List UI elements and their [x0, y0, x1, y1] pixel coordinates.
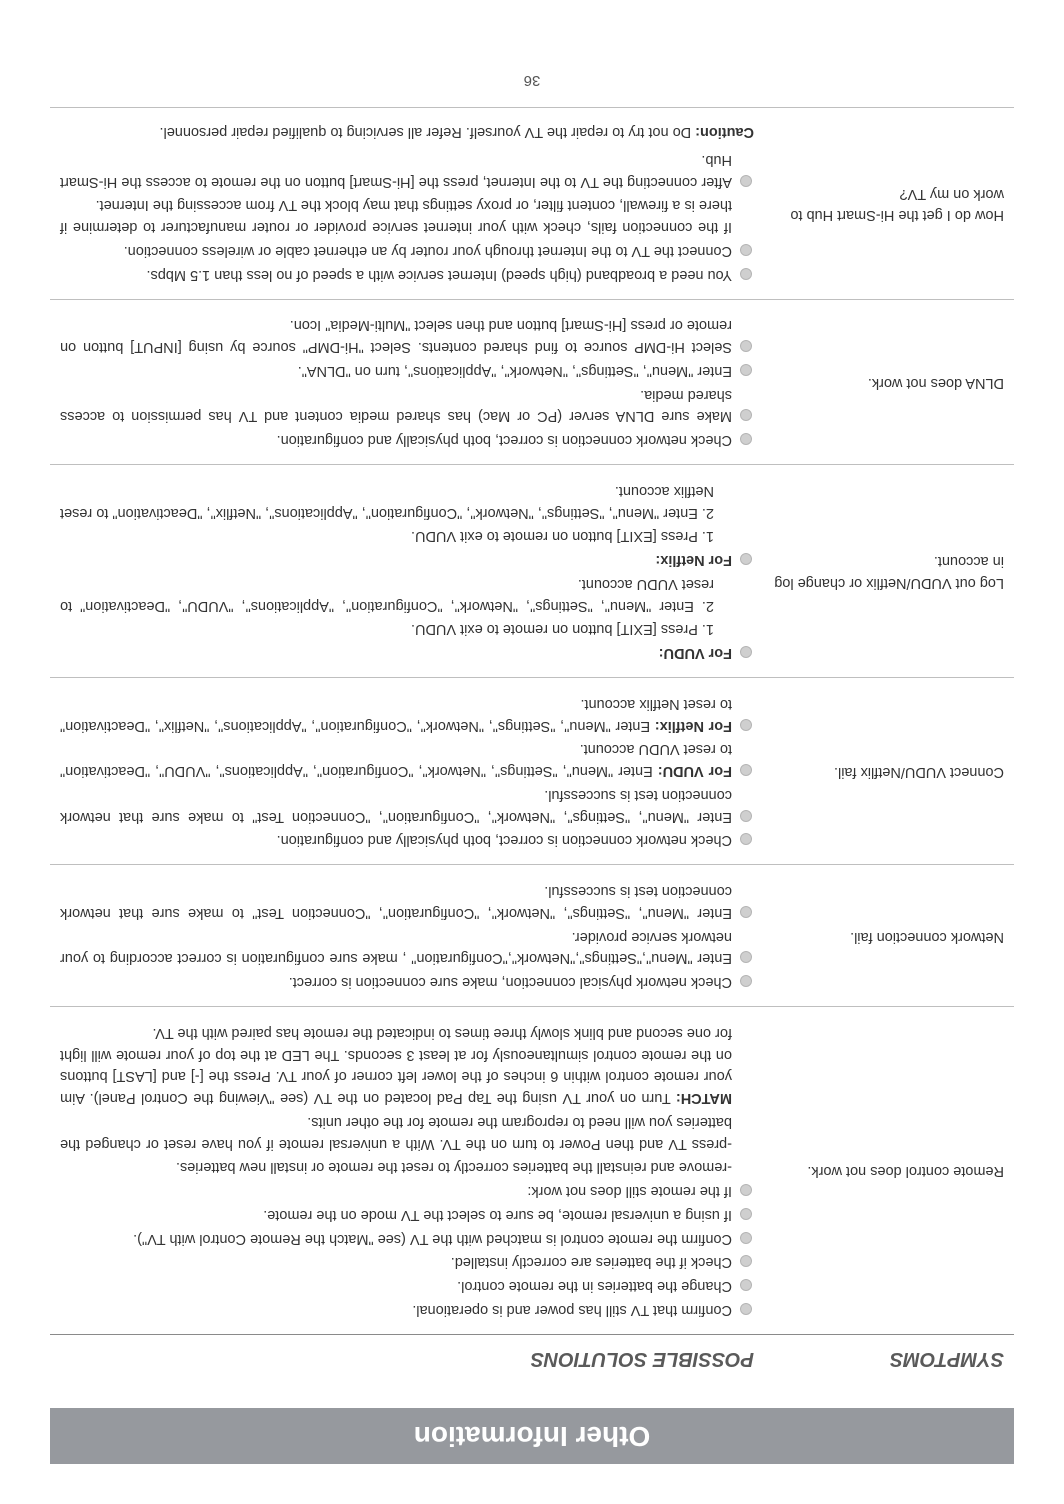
symptom-cell: DLNA does not work. [764, 299, 1014, 465]
symptom-cell: Remote control does not work. [764, 1007, 1014, 1335]
list-item: Enter "Menu", "Settings", "Network", "Co… [60, 880, 754, 924]
symptom-cell: Connect VUDU/Netflix fail. [764, 678, 1014, 865]
num-item: 2. Enter "Menu", "Settings", "Network", … [60, 572, 714, 616]
page-container: Other Information SYMPTOMS POSSIBLE SOLU… [0, 43, 1064, 1504]
caution-label: Caution: [695, 124, 754, 140]
solution-cell: Check network connection is correct, bot… [50, 299, 764, 465]
solution-cell: You need a broadband (high speed) Intern… [50, 108, 764, 299]
for-netflix-label: For Netflix: [655, 552, 732, 568]
list-item: Check network connection is correct, bot… [60, 429, 754, 451]
list-item: If the remote still does not work: [60, 1180, 754, 1202]
text: Enter "Menu", "Settings", "Network", "Co… [60, 696, 732, 734]
sub-text: -press TV and then Power to turn on the … [60, 1110, 754, 1154]
symptom-cell: Log out VUDU/Netflix or change log in ac… [764, 465, 1014, 678]
header-solutions: POSSIBLE SOLUTIONS [50, 1335, 764, 1379]
page-number: 36 [50, 73, 1014, 90]
list-item: Enter "Menu","Settings","Network","Confi… [60, 925, 754, 969]
banner-title: Other Information [414, 1421, 650, 1452]
troubleshooting-table: SYMPTOMS POSSIBLE SOLUTIONS Remote contr… [50, 108, 1014, 1379]
list-item: After connecting the TV to the Internet,… [60, 148, 754, 192]
list-item: For Netflix: Enter "Menu", "Settings", "… [60, 692, 754, 736]
for-vudu-label: For VUDU: [658, 763, 732, 779]
list-item: For VUDU: Enter "Menu", "Settings", "Net… [60, 738, 754, 782]
list-item: Check if the batteries are correctly ins… [60, 1251, 754, 1273]
num-item: 1. Press [EXIT] button on remote to exit… [60, 525, 714, 547]
list-item: Confirm the remote control is matched wi… [60, 1227, 754, 1249]
sub-text: -remove and reinstall the batteries corr… [60, 1156, 754, 1178]
table-row: DLNA does not work. Check network connec… [50, 299, 1014, 465]
table-row: Remote control does not work. Confirm th… [50, 1007, 1014, 1335]
list-item: Enter "Menu", "Settings", "Network", "Ap… [60, 359, 754, 381]
list-item: For VUDU: [60, 642, 754, 664]
list-item: Connect the TV to the Internet through y… [60, 239, 754, 261]
list-item: You need a broadband (high speed) Intern… [60, 263, 754, 285]
table-row: How do I get the Hi-Smart Hub to work on… [50, 108, 1014, 299]
list-item: Check network physical connection, make … [60, 971, 754, 993]
num-item: 1. Press [EXIT] button on remote to exit… [60, 618, 714, 640]
list-item: For Netflix: [60, 549, 754, 571]
caution-text: Caution: Do not try to repair the TV you… [60, 121, 754, 143]
table-row: Network connection fail. Check network p… [50, 865, 1014, 1007]
list-item: Confirm that TV still has power and is o… [60, 1298, 754, 1320]
match-label: MATCH: [676, 1090, 732, 1106]
section-banner: Other Information [50, 1408, 1014, 1464]
num-item: 2. Enter "Menu", "Settings", "Network", … [60, 479, 714, 523]
list-item: Select Hi-DMP source to find shared cont… [60, 314, 754, 358]
sub-text: MATCH: Turn on your TV using the Tap Pad… [60, 1021, 754, 1108]
symptom-cell: How do I get the Hi-Smart Hub to work on… [764, 108, 1014, 299]
list-item: Make sure DLNA server (PC or Mac) has sh… [60, 383, 754, 427]
for-vudu-label: For VUDU: [659, 645, 732, 661]
table-row: Log out VUDU/Netflix or change log in ac… [50, 465, 1014, 678]
list-item: Enter "Menu", "Settings", "Network", "Co… [60, 783, 754, 827]
solution-cell: For VUDU: 1. Press [EXIT] button on remo… [50, 465, 764, 678]
list-item: If using a universal remote, be sure to … [60, 1203, 754, 1225]
header-symptoms: SYMPTOMS [764, 1335, 1014, 1379]
symptom-cell: Network connection fail. [764, 865, 1014, 1007]
list-item: Change the batteries in the remote contr… [60, 1275, 754, 1297]
list-item: Check network connection is correct, bot… [60, 829, 754, 851]
text: Do not try to repair the TV yourself. Re… [160, 124, 692, 140]
solution-cell: Check network connection is correct, bot… [50, 678, 764, 865]
sub-text: If the connection fails, check with your… [60, 194, 754, 238]
table-row: Connect VUDU/Netflix fail. Check network… [50, 678, 1014, 865]
solution-cell: Check network physical connection, make … [50, 865, 764, 1007]
match-text: Turn on your TV using the Tap Pad locate… [60, 1025, 732, 1106]
for-netflix-label: For Netflix: [655, 718, 732, 734]
text: Enter "Menu", "Settings", "Network", "Co… [60, 742, 732, 780]
solution-cell: Confirm that TV still has power and is o… [50, 1007, 764, 1335]
